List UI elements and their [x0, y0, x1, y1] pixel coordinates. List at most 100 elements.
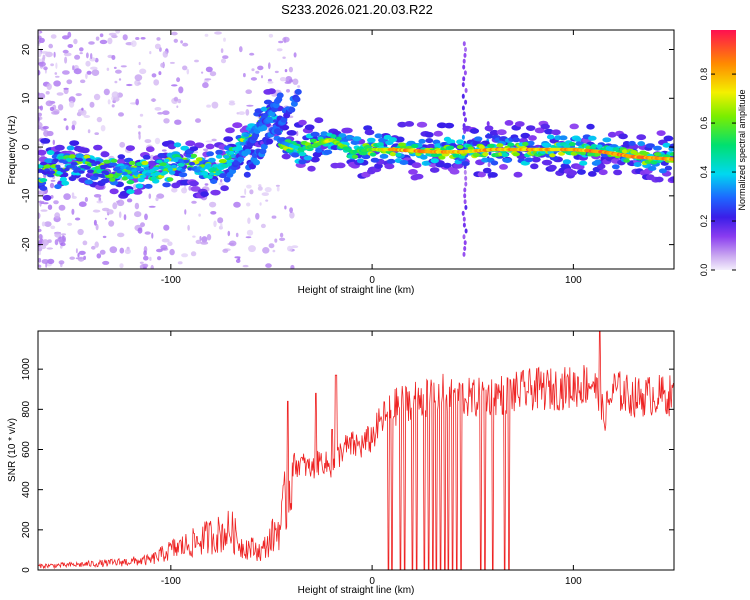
ridge-blob — [102, 159, 111, 164]
ridge-blob — [484, 125, 494, 132]
noise-blob — [249, 189, 254, 195]
ridge-blob — [44, 158, 54, 164]
ridge-blob — [522, 141, 529, 147]
ridge-blob — [98, 173, 105, 178]
noise-blob — [151, 232, 154, 239]
ridge-blob — [541, 159, 553, 166]
ridge-blob — [99, 164, 107, 169]
ridge-blob — [62, 160, 68, 164]
noise-blob — [204, 33, 209, 37]
noise-blob — [117, 232, 125, 238]
ridge-blob — [528, 135, 537, 141]
streak-blob — [464, 228, 468, 234]
noise-blob — [83, 115, 91, 118]
ridge-blob — [69, 154, 76, 159]
ridge-blob — [487, 172, 498, 178]
ridge-blob — [100, 151, 110, 158]
noise-blob — [108, 32, 117, 36]
noise-blob — [143, 250, 147, 256]
ridge-blob — [109, 188, 119, 195]
noise-blob — [178, 86, 184, 94]
noise-blob — [137, 82, 142, 85]
ridge-blob — [117, 154, 126, 160]
noise-blob — [94, 132, 99, 136]
ridge-blob — [210, 179, 218, 184]
noise-blob — [123, 214, 127, 221]
noise-blob — [42, 125, 49, 130]
chart-title: S233.2026.021.20.03.R22 — [281, 2, 433, 17]
noise-blob — [106, 67, 110, 72]
ridge-blob — [281, 153, 291, 160]
noise-blob — [158, 71, 162, 76]
ridge-blob — [193, 169, 201, 173]
noise-blob — [119, 247, 125, 254]
ridge-blob — [76, 157, 84, 162]
ridge-blob — [74, 167, 81, 171]
noise-blob — [81, 107, 84, 111]
noise-blob — [38, 147, 42, 150]
noise-blob — [71, 192, 75, 198]
noise-blob — [46, 83, 52, 90]
ridge-blob — [47, 173, 55, 178]
spectrogram-xlabel: Height of straight line (km) — [298, 285, 415, 296]
streak-blob — [461, 134, 465, 140]
noise-blob — [94, 241, 99, 248]
noise-blob — [60, 245, 63, 249]
ridge-blob — [453, 162, 464, 169]
noise-blob — [78, 201, 87, 207]
ridge-blob — [426, 143, 436, 150]
noise-blob — [160, 62, 166, 68]
noise-blob — [135, 37, 140, 40]
ridge-blob — [420, 154, 428, 160]
colorbar-ticks: 0.0 0.2 0.4 0.6 0.8 — [699, 68, 736, 276]
ridge-blob — [633, 162, 642, 167]
noise-blob — [91, 69, 100, 76]
noise-blob — [90, 53, 93, 60]
noise-blob — [118, 211, 122, 218]
noise-blob — [119, 141, 126, 148]
ridge-blob — [474, 136, 483, 142]
ridge-blob — [180, 145, 189, 151]
noise-blob — [45, 100, 53, 107]
noise-blob — [284, 69, 288, 73]
noise-blob — [192, 235, 196, 238]
ridge-blob — [418, 138, 426, 144]
noise-blob — [148, 193, 152, 199]
noise-blob — [258, 184, 262, 187]
ridge-blob — [576, 169, 586, 175]
noise-blob — [220, 222, 223, 229]
streak-blob — [464, 47, 467, 52]
noise-blob — [86, 52, 89, 59]
ridge-blob — [502, 157, 512, 163]
noise-blob — [154, 107, 162, 111]
noise-blob — [259, 202, 262, 206]
ridge-blob — [145, 172, 152, 176]
spectrogram-ridge — [38, 88, 674, 201]
snr-ylabel: SNR (10 * v/v) — [7, 418, 18, 482]
ridge-blob — [277, 137, 285, 142]
y-tick-label: -10 — [21, 188, 32, 203]
ridge-blob — [411, 143, 419, 149]
ridge-blob — [531, 156, 541, 163]
ridge-blob — [110, 162, 118, 167]
noise-blob — [220, 58, 227, 64]
noise-blob — [51, 111, 60, 115]
ridge-blob — [167, 167, 173, 172]
noise-blob — [161, 238, 170, 243]
noise-blob — [228, 240, 237, 247]
ridge-blob — [425, 138, 434, 144]
ridge-blob — [135, 183, 144, 189]
spectrogram-ylabel: Frequency (Hz) — [7, 116, 18, 185]
noise-blob — [151, 73, 157, 78]
noise-blob — [218, 182, 224, 186]
ridge-blob — [446, 139, 456, 145]
noise-blob — [38, 143, 41, 146]
noise-blob — [53, 51, 56, 58]
ridge-blob — [628, 140, 636, 146]
ridge-blob — [504, 120, 514, 126]
noise-blob — [211, 101, 219, 109]
noise-blob — [93, 209, 98, 213]
streak-blob — [486, 121, 490, 127]
noise-blob — [260, 223, 266, 229]
